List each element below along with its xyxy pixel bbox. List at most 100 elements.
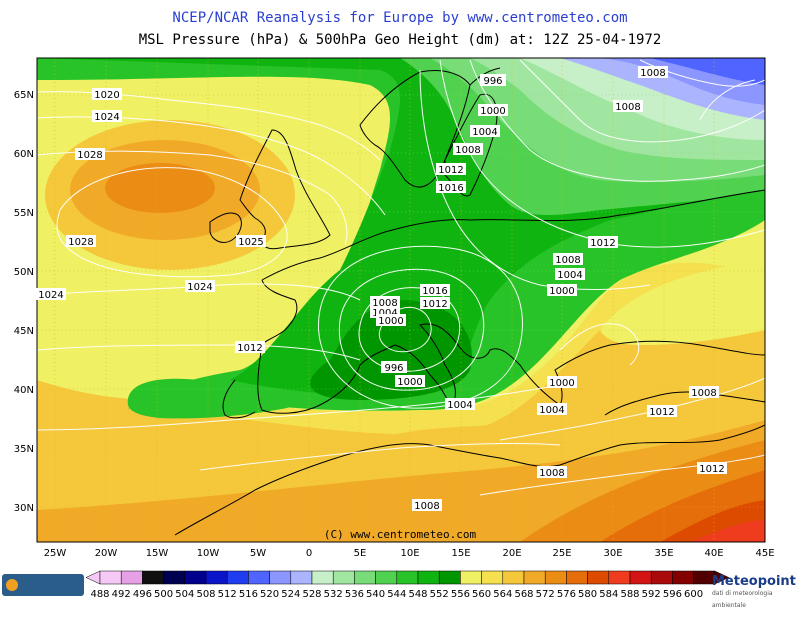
isobar-label: 1004 (470, 125, 500, 138)
lon-label: 15W (146, 548, 169, 559)
legend-swatch (523, 570, 546, 585)
legend-label: 488 (90, 589, 109, 600)
legend-swatch (375, 570, 398, 585)
color-legend: 488 492 496 500 504 508 512 516 520 524 528 532 536 5… (85, 570, 730, 600)
legend-arrow-left (85, 570, 101, 585)
map-title: NCEP/NCAR Reanalysis for Europe by www.c… (172, 10, 628, 26)
lat-label: 30N (14, 503, 34, 514)
lon-label: 20W (95, 548, 118, 559)
isobar-label: 1008 (370, 296, 400, 309)
legend-swatch (417, 570, 440, 585)
lat-label: 50N (14, 267, 34, 278)
legend-swatch (587, 570, 610, 585)
legend-label: 540 (366, 589, 385, 600)
isobar-label: 1008 (453, 143, 483, 156)
isobar-label: 1024 (185, 280, 215, 293)
legend-label: 508 (196, 589, 215, 600)
lon-label: 5W (250, 548, 266, 559)
isobar-label: 1004 (445, 398, 475, 411)
legend-label: 516 (239, 589, 258, 600)
legend-swatch (142, 570, 164, 585)
legend-swatch (608, 570, 631, 585)
isobar-label: 996 (381, 361, 407, 374)
svg-text:996: 996 (483, 76, 502, 87)
lat-label: 35N (14, 444, 34, 455)
isobar-label: 1000 (547, 376, 577, 389)
isobar-label: 1016 (420, 284, 450, 297)
legend-swatch (544, 570, 567, 585)
svg-text:1000: 1000 (549, 286, 574, 297)
legend-label: 572 (536, 589, 555, 600)
svg-text:1004: 1004 (472, 127, 497, 138)
lat-label: 55N (14, 208, 34, 219)
svg-text:1004: 1004 (447, 400, 472, 411)
svg-text:1008: 1008 (615, 102, 640, 113)
lon-label: 10E (400, 548, 419, 559)
legend-swatch (332, 570, 355, 585)
legend-arrow-right (714, 570, 730, 585)
isobar-label: 1000 (478, 104, 508, 117)
legend-swatch (460, 570, 482, 585)
isobar-label: 1008 (537, 466, 567, 479)
lon-label: 25W (44, 548, 67, 559)
map-subtitle: MSL Pressure (hPa) & 500hPa Geo Height (… (138, 32, 662, 48)
legend-swatch (502, 570, 525, 585)
legend-swatch (269, 570, 292, 585)
isobar-label: 1004 (537, 403, 567, 416)
isobar-label: 1028 (75, 148, 105, 161)
svg-text:1000: 1000 (549, 378, 574, 389)
legend-label: 520 (260, 589, 279, 600)
isobar-label: 1012 (588, 236, 618, 249)
svg-text:1025: 1025 (238, 237, 263, 248)
svg-text:1004: 1004 (539, 405, 564, 416)
isobar-label: 1020 (92, 88, 122, 101)
legend-label: 536 (345, 589, 364, 600)
meteopoint-logo: Meteopoint dati di meteorologia ambiental… (712, 574, 798, 609)
legend-label: 564 (493, 589, 512, 600)
weather-map: 65N 60N 55N 50N 45N 40N 35N 30N 25W 20W … (14, 57, 775, 600)
svg-text:1008: 1008 (640, 68, 665, 79)
legend-label: 600 (684, 589, 703, 600)
svg-text:996: 996 (384, 363, 403, 374)
svg-text:1012: 1012 (237, 343, 262, 354)
legend-label: 512 (218, 589, 237, 600)
legend-label: 568 (514, 589, 533, 600)
lon-label: 15E (451, 548, 470, 559)
isobar-label: 1016 (436, 181, 466, 194)
isobar-label: 1000 (547, 284, 577, 297)
legend-label: 528 (302, 589, 321, 600)
lon-label: 10W (197, 548, 220, 559)
svg-text:1012: 1012 (438, 165, 463, 176)
svg-text:1012: 1012 (422, 299, 447, 310)
isobar-label: 1000 (376, 314, 406, 327)
legend-label: 584 (599, 589, 618, 600)
legend-swatch (566, 570, 588, 585)
svg-text:1008: 1008 (455, 145, 480, 156)
svg-text:1024: 1024 (38, 290, 63, 301)
svg-text:1008: 1008 (555, 255, 580, 266)
legend-swatch (481, 570, 504, 585)
legend-swatch (163, 570, 186, 585)
svg-text:1016: 1016 (438, 183, 463, 194)
legend-swatch (354, 570, 376, 585)
copyright-text: (C) www.centrometeo.com (324, 528, 477, 541)
lon-label: 45E (755, 548, 774, 559)
legend-label: 576 (557, 589, 576, 600)
right-logo-text: Meteopoint (712, 574, 796, 589)
legend-swatch (438, 570, 461, 585)
legend-label: 504 (175, 589, 194, 600)
isobar-label: 1008 (613, 100, 643, 113)
isobar-label: 1008 (638, 66, 668, 79)
lon-label: 35E (654, 548, 673, 559)
svg-text:1008: 1008 (414, 501, 439, 512)
globe-icon (6, 579, 18, 591)
isobar-label: 1008 (689, 386, 719, 399)
legend-label: 580 (578, 589, 597, 600)
legend-swatch (248, 570, 270, 585)
lon-label: 25E (552, 548, 571, 559)
isobar-label: 1024 (92, 110, 122, 123)
isobar-label: 1012 (235, 341, 265, 354)
svg-text:1008: 1008 (691, 388, 716, 399)
geopotential-fields (37, 58, 765, 542)
svg-text:1012: 1012 (699, 464, 724, 475)
